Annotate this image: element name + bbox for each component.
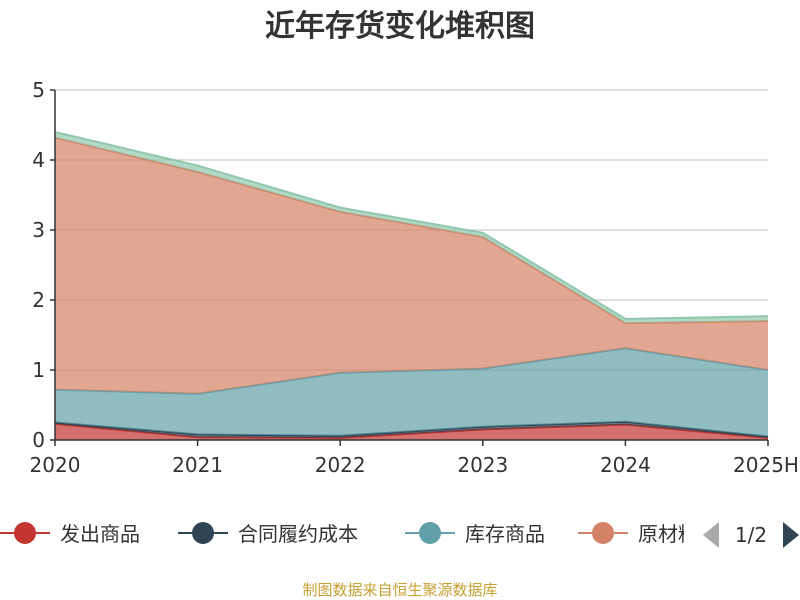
x-tick-label: 2020 [30,453,81,477]
area-2 [55,421,768,438]
y-axis-label: 亿元 [0,76,3,112]
legend-page-indicator: 1/2 [735,523,767,547]
triangle-left-icon[interactable] [703,522,719,548]
legend-pager: 1/2 [703,522,799,548]
legend-circle-symbol [14,522,36,544]
legend-item[interactable]: 合同履约成本 [178,522,358,546]
axes: 0 1 2 3 4 5 2020 2021 2022 2023 2024 2025H [30,78,799,477]
x-tick-label: 2023 [457,453,508,477]
legend-label: 发出商品 [60,522,140,546]
area-4 [55,137,768,394]
data-source-note: 制图数据来自恒生聚源数据库 [302,581,497,599]
y-tick-label: 2 [32,288,45,312]
series-line-5 [54,131,769,320]
y-tick-label: 5 [32,78,45,102]
area-5 [55,132,768,324]
x-tick-label: 2021 [172,453,223,477]
chart-title: 近年存货变化堆积图 [265,9,535,44]
y-tick-label: 4 [32,148,45,172]
legend-circle-symbol [192,522,214,544]
x-tick-label: 2024 [600,453,651,477]
x-tick-label: 2025H [733,453,799,477]
legend-item[interactable]: 发出商品 [0,522,140,546]
area-series [54,131,769,440]
legend-item[interactable]: 原材料 [578,522,698,546]
legend-circle-symbol [592,522,614,544]
legend-label: 库存商品 [465,522,545,546]
legend-circle-symbol [419,522,441,544]
x-tick-label: 2022 [315,453,366,477]
area-3 [55,348,768,437]
legend-label: 合同履约成本 [238,522,358,546]
legend-label: 原材料 [638,522,698,546]
y-tick-label: 3 [32,218,45,242]
y-tick-label: 1 [32,358,45,382]
y-tick-label: 0 [32,428,45,452]
legend-item[interactable]: 库存商品 [405,522,545,546]
area-1 [55,423,768,440]
legend: 发出商品 合同履约成本 库存商品 原材料 [0,522,698,546]
triangle-right-icon[interactable] [783,522,799,548]
